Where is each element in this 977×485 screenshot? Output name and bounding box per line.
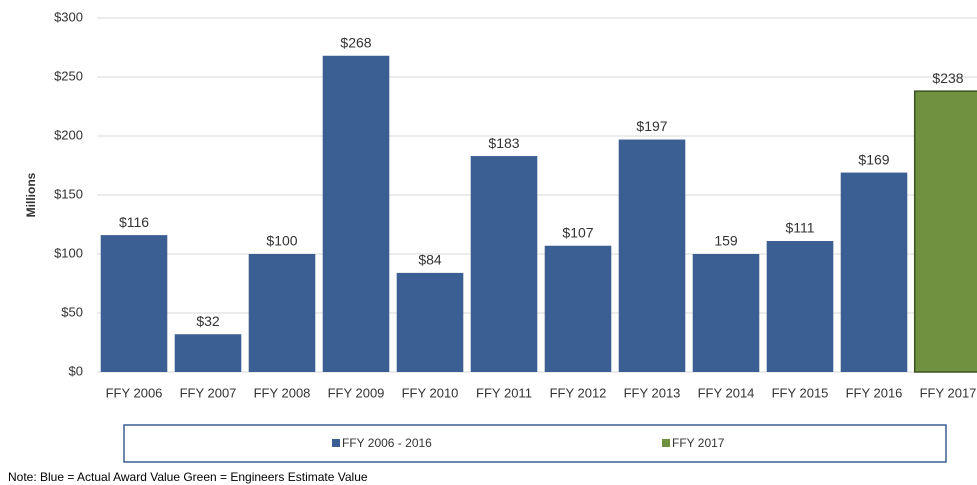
data-label: $268 (340, 34, 371, 50)
y-tick-label: $200 (54, 127, 83, 142)
data-label: $100 (266, 233, 297, 249)
x-tick-label: FFY 2014 (698, 385, 755, 400)
bar (248, 254, 316, 372)
legend-box (123, 424, 947, 463)
bar (470, 156, 538, 372)
data-label: $32 (196, 313, 220, 329)
y-tick-label: $100 (54, 245, 83, 260)
bar (766, 241, 834, 372)
data-label: $84 (418, 252, 442, 268)
legend-label: FFY 2006 - 2016 (342, 436, 432, 450)
data-label: 159 (714, 233, 738, 249)
y-axis-label: Millions (24, 172, 38, 217)
x-tick-label: FFY 2009 (328, 385, 385, 400)
x-tick-label: FFY 2013 (624, 385, 681, 400)
y-tick-label: $0 (69, 363, 83, 378)
x-tick-label: FFY 2011 (476, 385, 532, 400)
legend-swatch (662, 439, 670, 447)
x-tick-label: FFY 2007 (180, 385, 237, 400)
bar (618, 139, 686, 372)
y-tick-label: $250 (54, 68, 83, 83)
data-label: $169 (858, 151, 889, 167)
x-tick-label: FFY 2012 (550, 385, 607, 400)
bar (322, 55, 390, 372)
data-label: $116 (119, 214, 149, 230)
x-tick-label: FFY 2006 (106, 385, 163, 400)
data-label: $107 (562, 224, 593, 240)
bar (100, 235, 168, 372)
data-label: $183 (488, 135, 519, 151)
data-label: $238 (932, 70, 963, 86)
note: Note: Blue = Actual Award Value Green = … (8, 470, 368, 484)
x-tick-label: FFY 2016 (846, 385, 903, 400)
legend-swatch (332, 439, 340, 447)
x-tick-label: FFY 2008 (254, 385, 311, 400)
bar (174, 334, 242, 372)
bar (544, 245, 612, 372)
y-tick-label: $300 (54, 9, 83, 24)
bar (913, 90, 977, 373)
data-label: $111 (785, 220, 814, 236)
y-tick-label: $50 (61, 304, 83, 319)
x-tick-label: FFY 2015 (772, 385, 829, 400)
data-label: $197 (636, 118, 667, 134)
legend-label: FFY 2017 (672, 436, 725, 450)
bar (692, 254, 760, 372)
y-tick-label: $150 (54, 186, 83, 201)
bar (396, 272, 464, 372)
bar (840, 172, 908, 372)
x-tick-label: FFY 2010 (402, 385, 459, 400)
x-tick-label: FFY 2017 (920, 385, 977, 400)
